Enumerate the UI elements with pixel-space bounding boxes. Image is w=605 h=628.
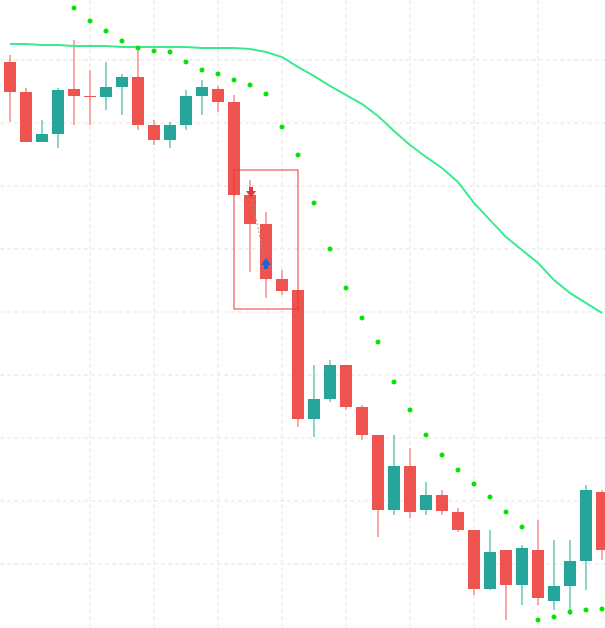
highlight-box <box>233 169 299 310</box>
candle-body <box>388 466 400 510</box>
sar-dot <box>295 152 301 158</box>
sar-dot <box>247 82 253 88</box>
sar-dot <box>135 45 141 51</box>
sar-dot <box>231 77 237 83</box>
sar-dot <box>583 607 589 613</box>
sar-dot <box>439 452 445 458</box>
sar-dot <box>535 617 541 623</box>
candle-body <box>308 399 320 419</box>
sar-dot <box>359 315 365 321</box>
sar-dot <box>487 494 493 500</box>
marks <box>4 5 605 623</box>
sar-dot <box>71 5 77 11</box>
candle-body <box>564 561 576 586</box>
candle-body <box>532 550 544 598</box>
sar-dot <box>215 71 221 77</box>
candle-body <box>132 77 144 125</box>
candle-body <box>228 102 240 195</box>
candle-body <box>52 90 64 134</box>
sar-dot <box>423 432 429 438</box>
sar-dot <box>343 285 349 291</box>
sar-dot <box>551 614 557 620</box>
candle-body <box>116 77 128 87</box>
candle-body <box>500 550 512 585</box>
candle-body <box>452 512 464 530</box>
sar-dot <box>199 67 205 73</box>
sar-dot <box>183 59 189 65</box>
sar-dot <box>503 509 509 515</box>
candle-body <box>516 548 528 585</box>
buy-arrow <box>261 258 271 269</box>
candle-body <box>164 125 176 140</box>
trade-link <box>250 195 266 261</box>
annotation <box>233 169 299 310</box>
sar-dot <box>567 609 573 615</box>
sar-dot <box>151 48 157 54</box>
candle-body <box>436 495 448 511</box>
candle-body <box>292 290 304 419</box>
candle-body <box>324 365 336 399</box>
candle-body <box>84 96 96 97</box>
candle-body <box>148 125 160 140</box>
candle-body <box>420 495 432 510</box>
sar-dot <box>471 481 477 487</box>
candle-body <box>244 195 256 224</box>
sar-dot <box>87 18 93 24</box>
candle-body <box>180 96 192 125</box>
sar-dot <box>311 200 317 206</box>
candle-body <box>484 552 496 589</box>
sar-dot <box>519 524 525 530</box>
sar-dot <box>167 49 173 55</box>
candle-body <box>404 466 416 512</box>
candle-body <box>548 586 560 601</box>
sar-dot <box>279 124 285 130</box>
moving-average-line <box>10 43 603 314</box>
candle-body <box>596 492 605 550</box>
sar-dot <box>391 379 397 385</box>
sar-dot <box>455 467 461 473</box>
sell-arrow <box>246 187 256 198</box>
candle-body <box>580 490 592 561</box>
candle-body <box>100 87 112 97</box>
candle-body <box>212 89 224 102</box>
candle-body <box>276 279 288 291</box>
candle-body <box>196 87 208 96</box>
sar-dot <box>103 28 109 34</box>
sar-dot <box>375 339 381 345</box>
sar-dot <box>263 91 269 97</box>
candle-body <box>260 224 272 279</box>
candle-body <box>20 92 32 142</box>
candle-body <box>4 62 16 92</box>
candle-body <box>36 134 48 142</box>
candle-body <box>468 530 480 589</box>
candle-body <box>372 435 384 510</box>
sar-dot <box>119 38 125 44</box>
candle-body <box>340 365 352 407</box>
sar-dot <box>327 246 333 252</box>
sar-dot <box>407 407 413 413</box>
candle-body <box>356 407 368 435</box>
candle-body <box>68 89 80 96</box>
sar-dot <box>599 606 605 612</box>
